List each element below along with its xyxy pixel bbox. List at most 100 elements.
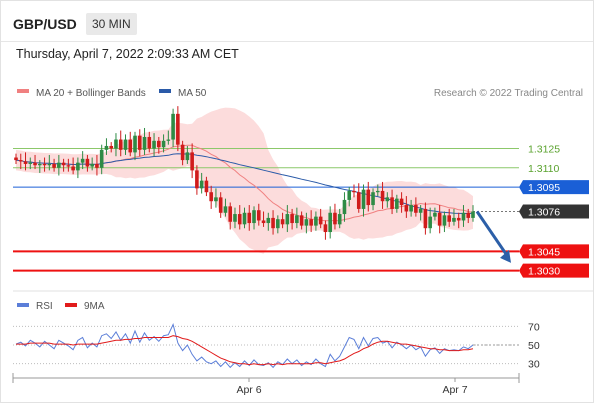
candle [128, 131, 133, 157]
candle-body [23, 161, 28, 164]
candle [195, 165, 199, 195]
candle [142, 127, 147, 155]
level-lines [13, 148, 519, 272]
candle [171, 108, 175, 148]
candle-body [371, 192, 375, 206]
candle [261, 211, 266, 227]
candle [366, 181, 371, 212]
candle-body [266, 217, 271, 224]
candle [214, 188, 218, 208]
candle-body [66, 165, 71, 167]
candle [461, 205, 466, 227]
candle-body [437, 212, 442, 226]
candle [133, 131, 137, 161]
candle [442, 211, 447, 233]
symbol-label: GBP/USD [13, 16, 77, 32]
candle [285, 205, 290, 233]
candle [361, 184, 366, 217]
candle [233, 207, 237, 229]
candle [314, 211, 318, 231]
bollinger-bands [16, 107, 473, 254]
candle-body [199, 180, 204, 189]
candle-body [14, 157, 18, 161]
forecast-arrow-shaft [475, 210, 510, 258]
candle [414, 197, 418, 217]
candle-body [447, 215, 451, 222]
candle-body [218, 197, 223, 213]
legend-swatch-ma20 [17, 89, 29, 93]
candle-body [185, 152, 190, 161]
candle [52, 158, 56, 172]
candle-body [42, 163, 47, 166]
candle [137, 129, 142, 157]
candle-body [33, 162, 37, 166]
candle [18, 153, 23, 170]
candle-body [304, 219, 309, 226]
candle-body [18, 160, 23, 162]
chart-header: GBP/USD 30 MIN [1, 1, 593, 42]
candle [347, 187, 352, 207]
candle [404, 196, 409, 218]
candle-body [233, 214, 237, 222]
candle-body [356, 192, 361, 209]
candle [90, 157, 94, 171]
candle-body [237, 214, 242, 225]
candle-body [109, 145, 114, 149]
candle [204, 176, 209, 197]
research-credit: Research © 2022 Trading Central [434, 88, 583, 99]
candle [295, 207, 299, 229]
rsi-9ma-line [16, 335, 474, 366]
rsi-tick-50: 50 [528, 340, 540, 352]
candle-body [166, 139, 171, 141]
candle-body [142, 136, 147, 150]
candle-body [52, 163, 56, 168]
candle [199, 172, 204, 194]
candle-body [466, 212, 471, 218]
candle [28, 157, 33, 170]
candle-body [328, 212, 332, 233]
candle [318, 208, 323, 229]
level-label-1.3030: 1.3030 [528, 266, 560, 278]
candle-body [209, 192, 213, 202]
level-labels: 1.3125 1.3110 1.3095 1.3076 1.3045 1.3030 [519, 144, 589, 278]
candle [409, 199, 413, 217]
candle-body [361, 189, 366, 209]
candle [123, 134, 128, 155]
candle [356, 183, 361, 213]
candle [304, 212, 309, 234]
candle [161, 134, 166, 153]
candle [452, 208, 456, 226]
candle [66, 158, 71, 172]
candle [223, 198, 228, 217]
candle-body [352, 190, 356, 193]
candle [428, 207, 432, 234]
candle-body [471, 211, 475, 218]
level-tag-1.3076 [519, 204, 589, 219]
candle [290, 208, 294, 230]
candle [209, 185, 213, 209]
candle-body [366, 189, 371, 206]
level-tag-1.3045 [519, 244, 589, 259]
candle [166, 130, 171, 145]
timestamp: Thursday, April 7, 2022 2:09:33 AM CET [16, 47, 239, 61]
legend-label-rsi: RSI [36, 301, 53, 312]
candle-body [285, 214, 290, 225]
candle [152, 133, 156, 157]
candle-body [380, 190, 385, 202]
candlesticks [14, 106, 475, 240]
candle-body [171, 113, 175, 140]
candle-body [290, 214, 294, 224]
candle [466, 208, 471, 224]
timeframe-badge[interactable]: 30 MIN [86, 13, 137, 35]
legend-swatch-rsi [17, 303, 29, 307]
candle-body [423, 208, 428, 229]
candle-body [309, 219, 313, 226]
candle-body [228, 206, 233, 222]
candle-body [299, 215, 304, 226]
legend-label-ma20: MA 20 + Bollinger Bands [36, 88, 146, 99]
candle [218, 192, 223, 218]
candle [57, 154, 61, 176]
rsi-tick-30: 30 [528, 359, 540, 371]
candle [76, 157, 80, 179]
candle [180, 140, 185, 166]
